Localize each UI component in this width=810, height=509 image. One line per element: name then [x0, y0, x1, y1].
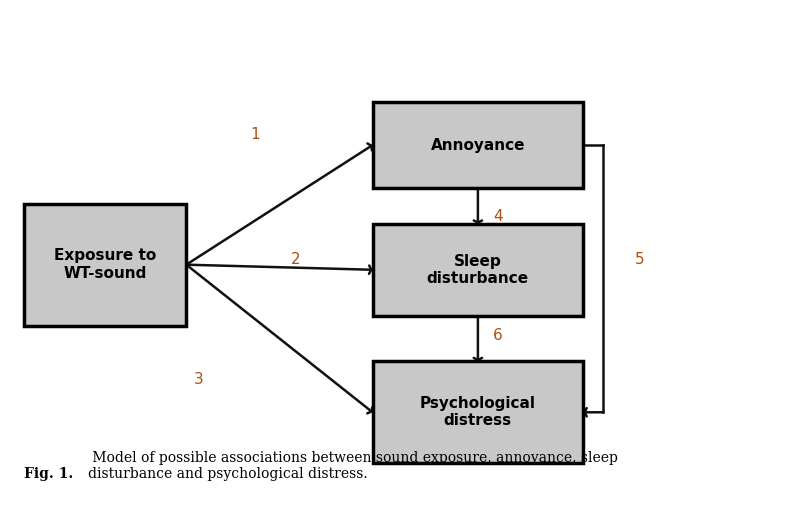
- Bar: [373, 102, 583, 188]
- Text: Annoyance: Annoyance: [431, 137, 525, 153]
- Text: 3: 3: [194, 372, 203, 387]
- Text: 1: 1: [250, 127, 260, 143]
- Bar: [373, 361, 583, 463]
- Text: 2: 2: [291, 252, 301, 267]
- Bar: [24, 204, 186, 326]
- Bar: [373, 224, 583, 316]
- Text: Model of possible associations between sound exposure, annoyance, sleep
disturba: Model of possible associations between s…: [87, 451, 618, 481]
- Text: 4: 4: [493, 209, 503, 224]
- Text: Psychological
distress: Psychological distress: [420, 396, 536, 429]
- Text: Exposure to
WT-sound: Exposure to WT-sound: [54, 248, 156, 281]
- Text: 6: 6: [493, 328, 503, 344]
- Text: Sleep
disturbance: Sleep disturbance: [427, 253, 529, 286]
- Text: Fig. 1.: Fig. 1.: [24, 467, 74, 481]
- Text: 5: 5: [635, 252, 645, 267]
